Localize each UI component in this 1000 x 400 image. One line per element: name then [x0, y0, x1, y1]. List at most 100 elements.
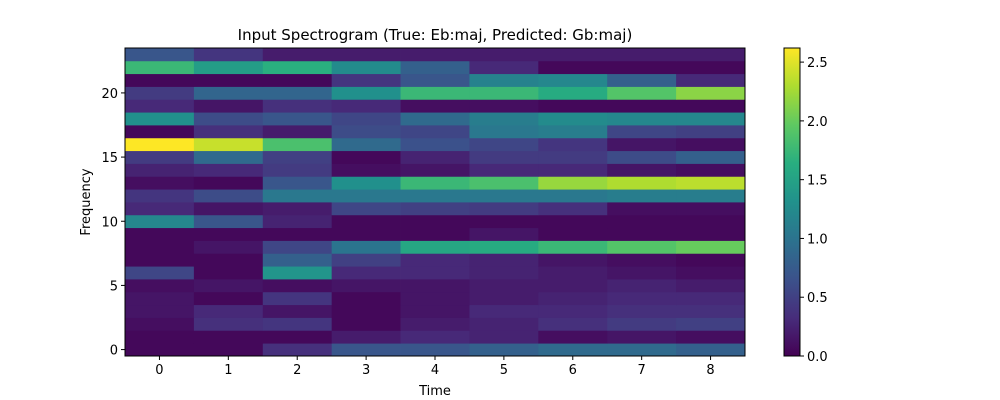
heatmap-cell: [331, 73, 401, 87]
heatmap-cell: [469, 279, 539, 293]
heatmap-cell: [125, 227, 195, 241]
heatmap-cell: [125, 279, 195, 293]
heatmap-cell: [538, 291, 608, 306]
heatmap-cell: [400, 99, 470, 113]
heatmap-cell: [125, 150, 195, 164]
heatmap-cell: [538, 214, 608, 229]
heatmap-cell: [469, 317, 539, 331]
heatmap-cell: [400, 202, 470, 216]
heatmap-cell: [469, 176, 539, 190]
heatmap-cell: [125, 253, 195, 267]
heatmap-cell: [676, 343, 746, 357]
heatmap-cell: [676, 189, 746, 203]
heatmap-cell: [193, 137, 264, 152]
heatmap-cell: [676, 214, 746, 229]
heatmap-cell: [262, 48, 333, 62]
heatmap-cell: [676, 291, 746, 306]
heatmap-cell: [538, 86, 608, 100]
heatmap-cell: [262, 227, 333, 241]
heatmap-cell: [538, 227, 608, 241]
heatmap-cell: [607, 330, 677, 344]
heatmap-cell: [193, 86, 264, 100]
heatmap-cell: [125, 343, 195, 357]
heatmap-cell: [262, 279, 333, 293]
heatmap-cell: [125, 112, 195, 126]
x-axis-ticks: 0 1 2 3 4 5 6 7 8: [155, 356, 715, 378]
heatmap-cell: [125, 189, 195, 203]
heatmap-cell: [262, 266, 333, 280]
x-axis-label: Time: [418, 384, 451, 399]
heatmap-cell: [262, 176, 333, 190]
heatmap-cell: [538, 137, 608, 152]
colorbar-ticks: 0.0 0.5 1.0 1.5 2.0 2.5: [800, 56, 828, 365]
heatmap-cell: [331, 60, 401, 75]
x-tick-label: 6: [569, 363, 577, 378]
heatmap-cell: [400, 240, 470, 254]
heatmap-cell: [400, 73, 470, 87]
heatmap-cell: [193, 150, 264, 164]
heatmap-cell: [331, 253, 401, 267]
heatmap-cell: [676, 86, 746, 100]
heatmap-cell: [538, 150, 608, 164]
x-tick-label: 1: [224, 363, 232, 378]
heatmap-cell: [400, 291, 470, 306]
heatmap-cell: [607, 291, 677, 306]
heatmap-cell: [331, 112, 401, 126]
heatmap-cell: [469, 86, 539, 100]
heatmap-cell: [400, 163, 470, 177]
heatmap-cell: [400, 279, 470, 293]
y-tick-label: 15: [101, 151, 118, 166]
heatmap-cell: [193, 163, 264, 177]
heatmap-cell: [469, 73, 539, 87]
heatmap-cell: [193, 176, 264, 190]
heatmap-cell: [469, 291, 539, 306]
heatmap-cell: [469, 137, 539, 152]
heatmap-cell: [193, 112, 264, 126]
heatmap-cell: [331, 266, 401, 280]
heatmap-cell: [262, 86, 333, 100]
heatmap-cell: [607, 304, 677, 318]
heatmap-cell: [538, 253, 608, 267]
y-tick-label: 20: [101, 87, 118, 102]
heatmap-cell: [331, 240, 401, 254]
x-tick-label: 3: [362, 363, 370, 378]
heatmap-cell: [193, 99, 264, 113]
heatmap-cell: [125, 317, 195, 331]
heatmap-cell: [676, 137, 746, 152]
heatmap-cell: [331, 279, 401, 293]
heatmap-cell: [331, 137, 401, 152]
heatmap-cell: [676, 240, 746, 254]
x-tick-label: 7: [638, 363, 646, 378]
heatmap-cell: [469, 240, 539, 254]
heatmap-cell: [331, 86, 401, 100]
heatmap-cell: [400, 112, 470, 126]
heatmap-cell: [125, 266, 195, 280]
heatmap-cell: [676, 253, 746, 267]
heatmap-cell: [469, 227, 539, 241]
heatmap-cell: [125, 240, 195, 254]
heatmap-cell: [262, 291, 333, 306]
heatmap-cell: [193, 214, 264, 229]
heatmap-cell: [469, 125, 539, 139]
heatmap-cell: [538, 266, 608, 280]
heatmap-cell: [400, 86, 470, 100]
heatmap-cell: [469, 330, 539, 344]
y-axis-label: Frequency: [79, 168, 94, 235]
heatmap-cell: [193, 279, 264, 293]
heatmap-cell: [262, 317, 333, 331]
heatmap-cell: [125, 291, 195, 306]
heatmap-cell: [469, 266, 539, 280]
heatmap-cell: [538, 317, 608, 331]
heatmap-cell: [400, 189, 470, 203]
y-axis-ticks: 0 5 10 15 20: [101, 87, 125, 359]
heatmap-cell: [538, 163, 608, 177]
heatmap-cell: [193, 330, 264, 344]
heatmap-cell: [607, 163, 677, 177]
heatmap-cell: [607, 48, 677, 62]
heatmap-cell: [469, 99, 539, 113]
heatmap-cell: [262, 214, 333, 229]
heatmap-cell: [125, 137, 195, 152]
heatmap-cell: [262, 202, 333, 216]
heatmap-cell: [469, 60, 539, 75]
